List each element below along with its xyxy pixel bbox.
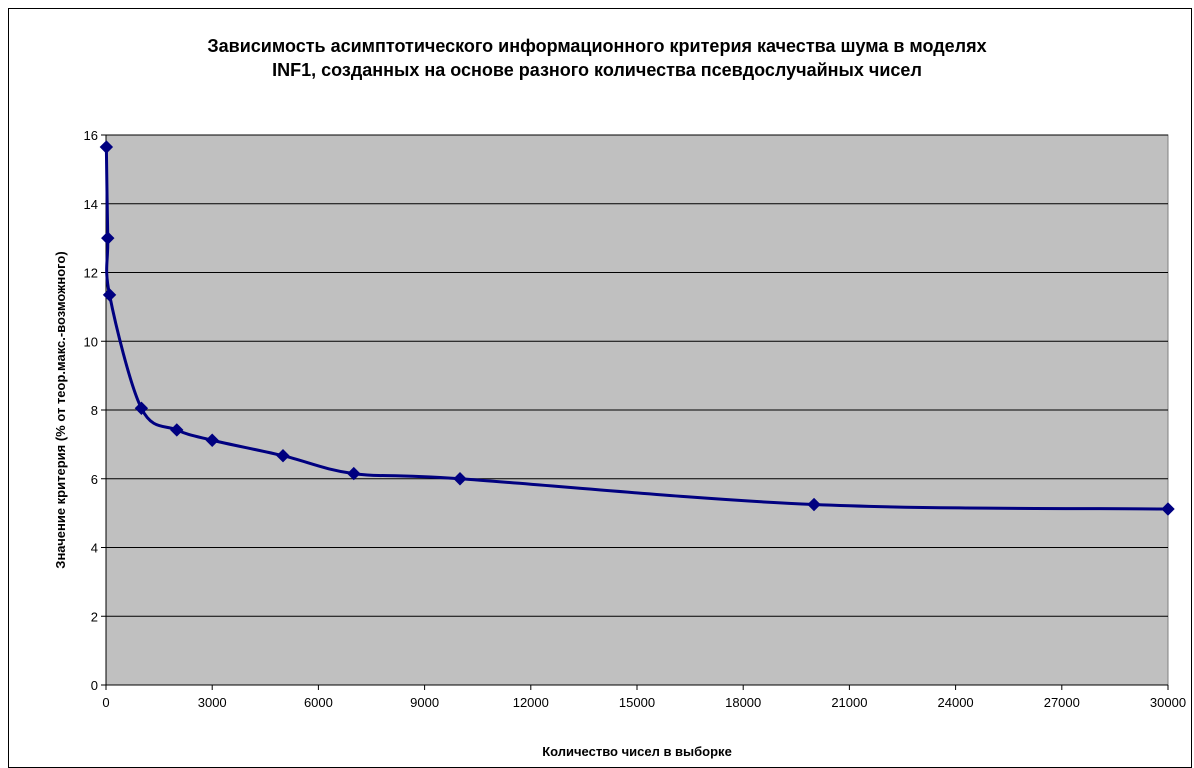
data-point-4 — [170, 423, 184, 437]
x-tick-label-7: 21000 — [831, 695, 867, 710]
x-tick-label-6: 18000 — [725, 695, 761, 710]
data-point-3 — [134, 401, 149, 415]
y-tick-label-2: 4 — [91, 541, 98, 556]
data-point-6 — [276, 449, 290, 463]
y-tick-label-3: 6 — [91, 472, 98, 487]
data-point-1 — [101, 231, 115, 245]
grid-lines — [106, 134, 1168, 617]
y-axis-ticks: 0 2 4 6 8 10 12 14 16 — [84, 128, 106, 693]
y-tick-label-8: 16 — [84, 128, 98, 143]
x-tick-label-4: 12000 — [513, 695, 549, 710]
y-tick-label-4: 8 — [91, 403, 98, 418]
y-tick-label-0: 0 — [91, 678, 98, 693]
data-point-0 — [99, 140, 114, 154]
x-tick-label-5: 15000 — [619, 695, 655, 710]
y-tick-label-6: 12 — [84, 266, 98, 281]
x-axis-title: Количество чисел в выборке — [542, 744, 732, 759]
x-tick-label-10: 30000 — [1150, 695, 1186, 710]
chart-title-line-1: Зависимость асимптотического информацион… — [207, 36, 987, 56]
y-tick-label-5: 10 — [84, 334, 98, 349]
chart-title: Зависимость асимптотического информацион… — [0, 34, 1194, 82]
data-point-2 — [102, 288, 117, 302]
data-point-7 — [347, 466, 361, 481]
data-point-10 — [1161, 502, 1175, 516]
y-tick-label-1: 2 — [91, 609, 98, 624]
x-tick-label-1: 3000 — [198, 695, 227, 710]
y-axis-title: Значение критерия (% от теор.макс.-возмо… — [53, 251, 68, 568]
data-point-9 — [807, 497, 821, 512]
series-markers — [99, 140, 1175, 516]
chart-title-line-2: INF1, созданных на основе разного количе… — [272, 60, 922, 80]
x-tick-label-3: 9000 — [410, 695, 439, 710]
x-axis-ticks: 0 3000 6000 9000 12000 15000 18000 21000 24000 27… — [102, 685, 1186, 710]
data-point-8 — [453, 472, 467, 486]
x-tick-label-8: 24000 — [938, 695, 974, 710]
x-tick-label-9: 27000 — [1044, 695, 1080, 710]
y-tick-label-7: 14 — [84, 197, 98, 212]
x-tick-label-2: 6000 — [304, 695, 333, 710]
x-tick-label-0: 0 — [102, 695, 109, 710]
data-point-5 — [205, 433, 219, 447]
